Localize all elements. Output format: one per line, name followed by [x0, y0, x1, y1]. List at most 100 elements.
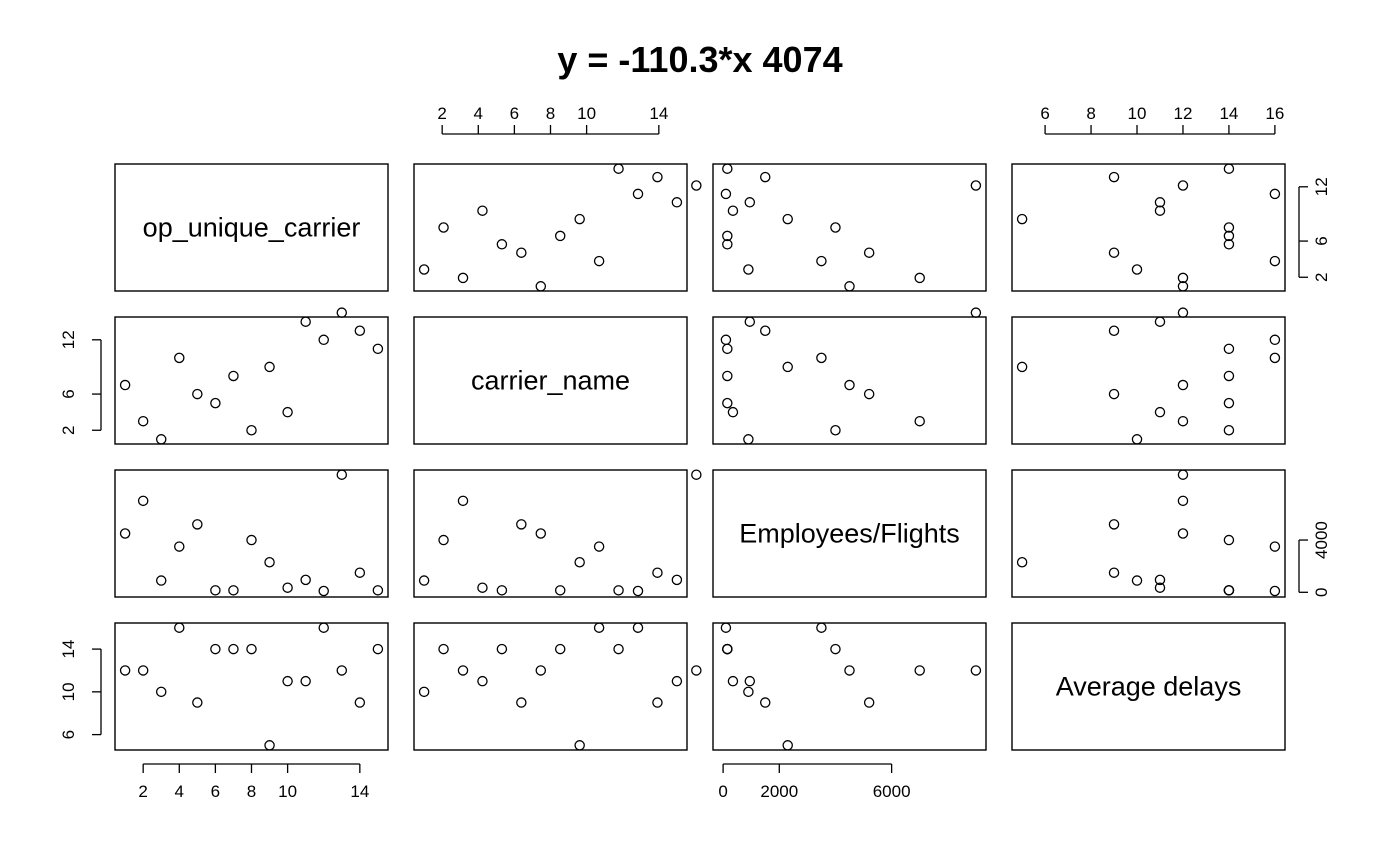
data-point	[300, 675, 311, 687]
data-point	[282, 406, 293, 418]
panel-frame-r0-c2	[712, 163, 987, 292]
data-point	[174, 541, 185, 552]
data-point	[372, 643, 384, 655]
data-point	[1108, 388, 1120, 400]
data-point	[722, 163, 733, 174]
tick-label: 12	[1312, 177, 1331, 196]
tick-label: 16	[1265, 104, 1284, 123]
data-point	[318, 585, 329, 597]
data-point	[720, 188, 732, 200]
data-point	[477, 205, 488, 216]
data-point	[743, 434, 754, 445]
data-point	[632, 188, 644, 200]
data-point	[671, 197, 683, 208]
data-point	[1016, 361, 1028, 373]
tick-label: 8	[1086, 104, 1095, 123]
data-point	[844, 379, 855, 391]
data-point	[477, 675, 488, 687]
tick-label: 4	[175, 782, 184, 801]
data-point	[438, 534, 449, 546]
data-point	[354, 567, 366, 578]
tick-label: 10	[59, 682, 78, 701]
data-point	[192, 697, 203, 708]
data-point	[844, 665, 855, 676]
data-point	[457, 495, 469, 507]
data-point	[228, 643, 239, 655]
data-point	[516, 697, 527, 708]
data-point	[727, 205, 739, 216]
tick-label: 2	[59, 426, 78, 435]
data-point	[759, 171, 771, 183]
data-point	[743, 686, 754, 698]
tick-label: 2	[138, 782, 147, 801]
tick-label: 6	[211, 782, 220, 801]
data-point	[720, 334, 732, 346]
data-point	[1154, 582, 1166, 593]
data-point	[613, 585, 624, 596]
data-point	[1154, 574, 1166, 586]
panel-frame-r3-c0	[114, 622, 389, 751]
tick-label: 14	[350, 782, 369, 801]
data-point	[759, 697, 771, 708]
data-point	[593, 541, 605, 552]
tick-label: 2	[437, 104, 446, 123]
panels-layer: op_unique_carrier carrier_name Employees/F…	[59, 104, 1331, 801]
data-point	[652, 697, 663, 708]
data-point	[264, 556, 275, 568]
data-point	[816, 622, 827, 633]
tick-label: 10	[1128, 104, 1147, 123]
data-point	[300, 574, 311, 586]
data-point	[652, 567, 663, 578]
data-point	[155, 575, 167, 586]
data-point	[632, 622, 644, 633]
data-point	[613, 643, 624, 655]
data-point	[1177, 307, 1189, 318]
panel-frame-r2-c2	[712, 469, 987, 598]
data-point	[1223, 397, 1235, 409]
data-point	[1177, 272, 1189, 284]
tick-label: 14	[1219, 104, 1238, 123]
tick-label: 6	[1040, 104, 1049, 123]
panel-frame-r0-c1	[413, 163, 688, 292]
tick-label: 10	[278, 782, 297, 801]
data-point	[722, 370, 733, 382]
data-point	[1154, 205, 1166, 216]
data-point	[830, 425, 841, 436]
data-point	[496, 239, 508, 250]
data-point	[782, 213, 793, 225]
tick-label: 6000	[873, 782, 911, 801]
panel-frame-r0-c3	[1011, 163, 1286, 292]
data-point	[535, 281, 547, 292]
data-point	[691, 180, 702, 191]
tick-label: 14	[649, 104, 668, 123]
data-point	[300, 316, 311, 327]
data-point	[1131, 575, 1143, 586]
panel-frame-r2-c3	[1011, 469, 1286, 598]
data-point	[782, 361, 793, 373]
data-point	[816, 255, 827, 267]
panel-frame-r1-c1	[413, 316, 688, 445]
data-point	[1016, 556, 1028, 568]
data-point	[336, 307, 348, 318]
data-point	[155, 434, 167, 445]
data-point	[1154, 197, 1166, 208]
data-point	[1223, 534, 1235, 546]
data-point	[210, 643, 221, 655]
data-point	[1269, 541, 1281, 552]
data-point	[722, 230, 733, 242]
data-point	[744, 316, 756, 327]
data-point	[554, 643, 566, 655]
data-point	[613, 163, 624, 174]
panel-frame-r3-c2	[712, 622, 987, 751]
tick-label: 6	[510, 104, 519, 123]
data-point	[174, 352, 185, 364]
variable-label: carrier_name	[471, 366, 630, 396]
data-point	[593, 622, 605, 633]
tick-label: 14	[59, 640, 78, 659]
data-point	[457, 272, 469, 284]
variable-label: Average delays	[1056, 672, 1242, 702]
data-point	[970, 180, 982, 191]
data-point	[554, 230, 566, 242]
data-point	[418, 264, 430, 275]
